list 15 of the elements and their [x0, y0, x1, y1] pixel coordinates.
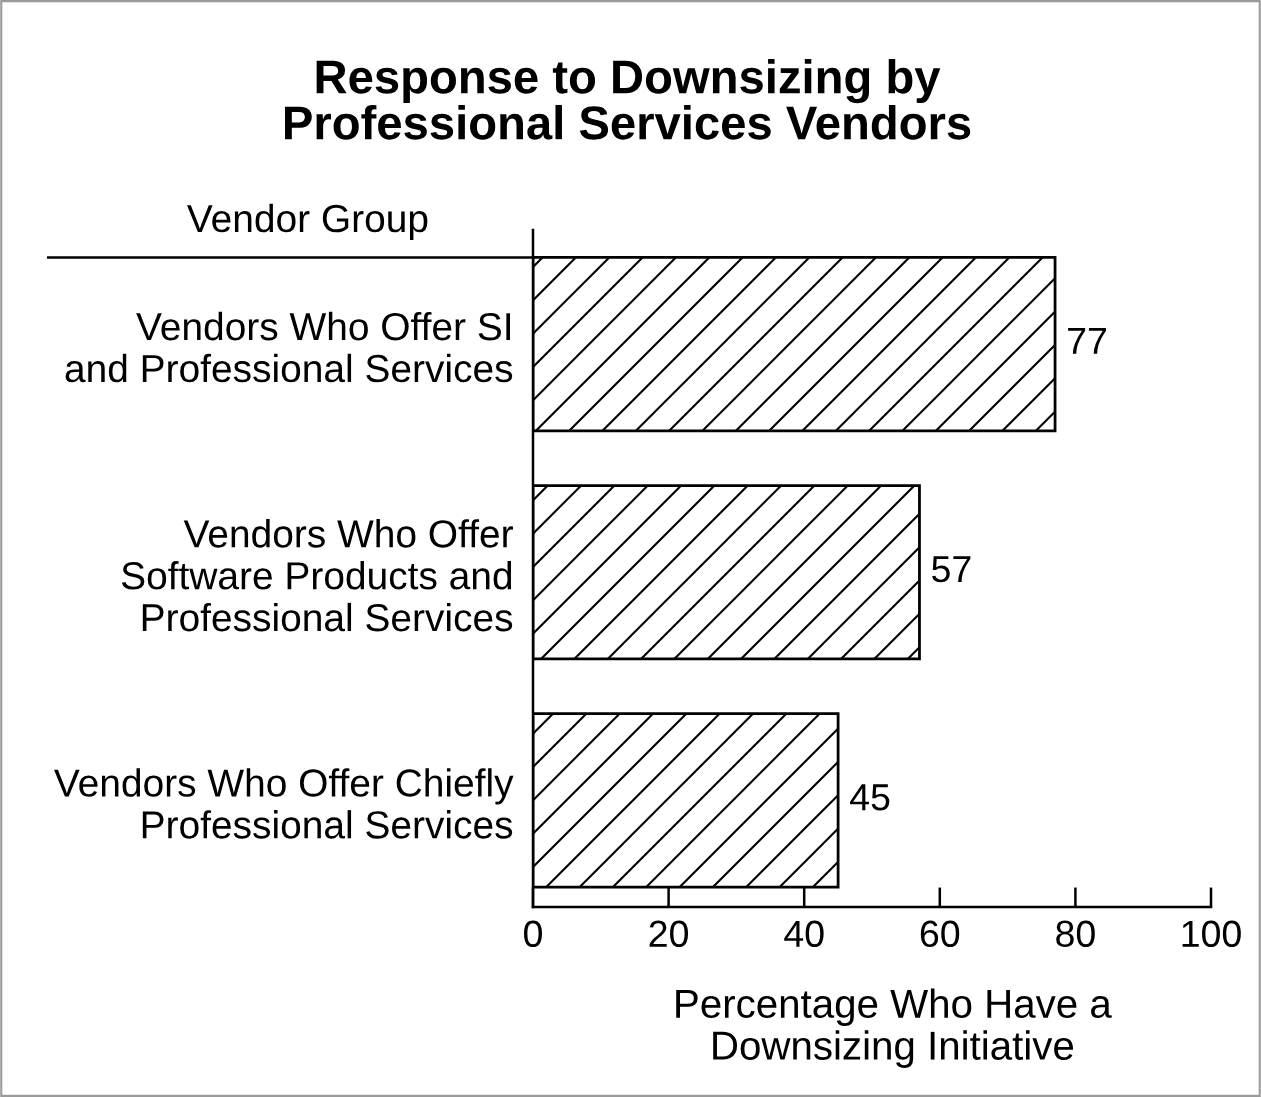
x-tick-label: 40	[784, 920, 824, 948]
y-tick-label: Vendors Who Offer Software Products and Professional Services	[121, 519, 513, 632]
x-tick-label: 60	[920, 920, 960, 948]
x-tick-label: 80	[1056, 920, 1095, 948]
y-tick-label: Vendors Who Offer SI and Professional Services	[65, 311, 513, 383]
x-axis-title: Percentage Who Have a Downsizing Initiative	[676, 988, 1112, 1068]
y-axis-title: Vendor Group	[187, 203, 428, 240]
x-tick-label: 100	[1182, 920, 1241, 948]
chart-title: Response to Downsizing by Professional Services Vendors	[285, 59, 971, 140]
x-tick-label: 0	[524, 920, 542, 948]
data-label: 45	[850, 784, 890, 811]
data-label: 57	[932, 556, 971, 583]
data-label: 77	[1068, 327, 1106, 354]
x-tick-label: 20	[649, 920, 688, 948]
y-tick-label: Vendors Who Offer Chiefly Professional Services	[54, 768, 514, 839]
